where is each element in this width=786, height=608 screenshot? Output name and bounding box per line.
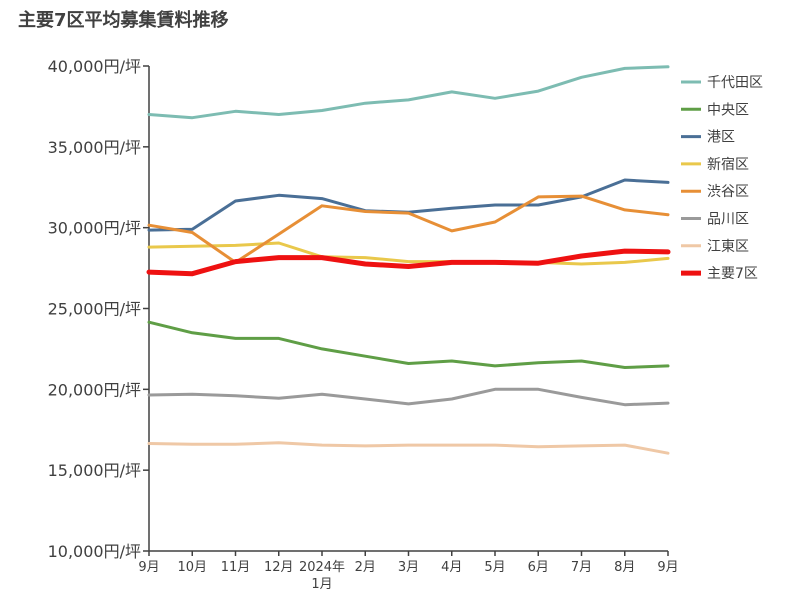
- x-tick-label: 8月: [614, 560, 635, 575]
- x-tick-label: 5月: [484, 560, 505, 575]
- y-tick-label: 10,000円/坪: [48, 542, 141, 561]
- y-tick-label: 40,000円/坪: [48, 57, 141, 76]
- axes: [148, 66, 668, 552]
- series-line-1: [147, 65, 670, 120]
- series-line-2: [147, 320, 670, 369]
- x-tick-label: 2月: [355, 560, 376, 575]
- chart-title: 主要7区平均募集賃料推移: [18, 10, 229, 31]
- legend-label: 中央区: [707, 102, 749, 118]
- legend-label: 港区: [707, 130, 735, 146]
- x-tick-label: 10月: [177, 560, 207, 575]
- y-tick-label: 30,000円/坪: [48, 219, 141, 238]
- x-tick-label: 9月: [138, 560, 159, 575]
- x-tick-label: 3月: [398, 560, 419, 575]
- x-tick-label: 12月: [264, 560, 294, 575]
- series-line-4: [147, 241, 670, 266]
- legend-label: 渋谷区: [707, 184, 749, 200]
- series-line-8: [146, 248, 671, 277]
- x-tick-label: 4月: [441, 560, 462, 575]
- x-tick-label: 11月: [221, 560, 251, 575]
- legend-label: 千代田区: [707, 75, 763, 91]
- y-tick-label: 35,000円/坪: [48, 138, 141, 157]
- y-tick-label: 15,000円/坪: [48, 461, 141, 480]
- legend-label: 主要7区: [707, 266, 758, 282]
- y-tick-label: 20,000円/坪: [48, 380, 141, 399]
- series-line-6: [147, 387, 670, 407]
- series-line-3: [147, 178, 670, 232]
- x-tick-label: 7月: [571, 560, 592, 575]
- x-tick-label: 2024年: [299, 560, 345, 575]
- legend-label: 品川区: [707, 212, 749, 228]
- x-tick-labels: 9月 10月 11月 12月 2024年 1月 2月 3月 4月 5月 6月 7月 8月 9月: [138, 551, 679, 592]
- y-tick-label: 25,000円/坪: [48, 300, 141, 319]
- series-line-7: [147, 441, 670, 455]
- legend-label: 江東区: [707, 239, 749, 255]
- x-tick-label: 1月: [311, 577, 332, 592]
- x-tick-label: 6月: [528, 560, 549, 575]
- x-tick-label: 9月: [657, 560, 678, 575]
- legend-label: 新宿区: [707, 156, 749, 173]
- y-tick-labels: 40,000円/坪 35,000円/坪 30,000円/坪 25,000円/坪 20,0…: [48, 57, 149, 561]
- series-lines: [146, 65, 671, 455]
